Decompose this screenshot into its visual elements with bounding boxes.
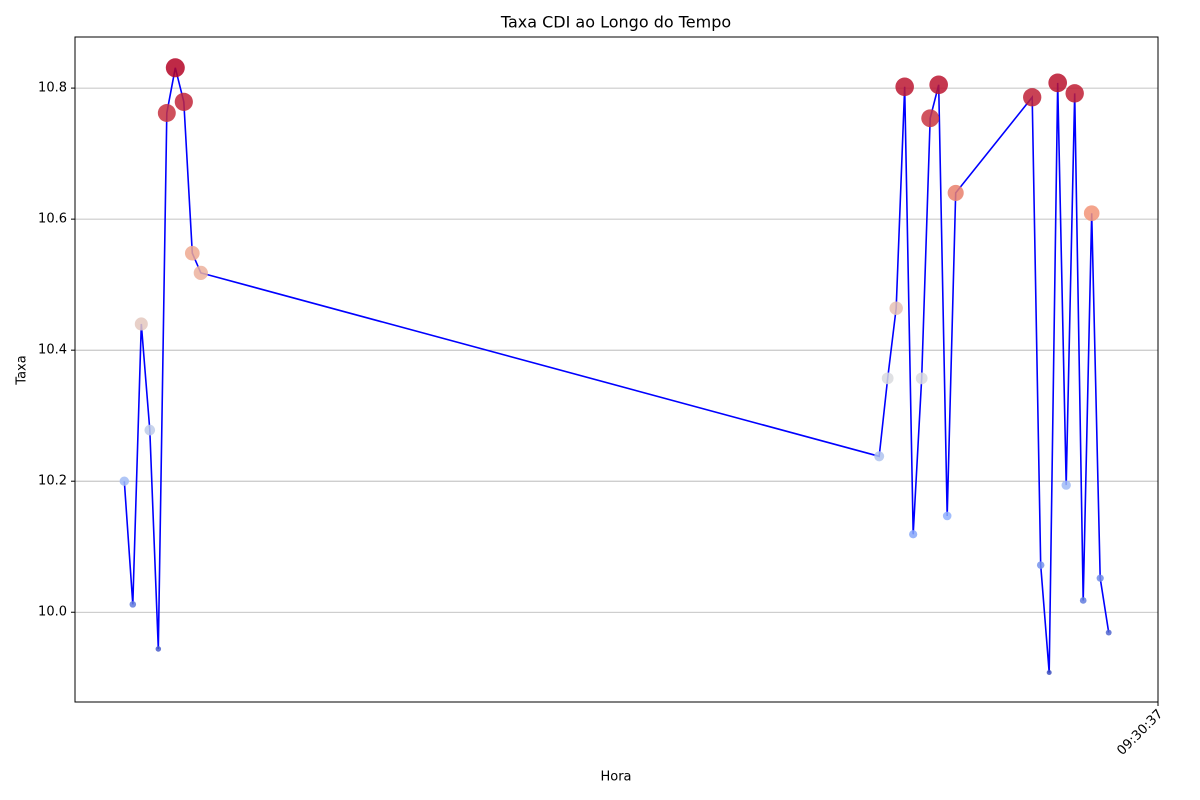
point bbox=[915, 372, 928, 385]
chart-title: Taxa CDI ao Longo do Tempo bbox=[500, 13, 731, 32]
point bbox=[921, 109, 940, 128]
point bbox=[155, 646, 162, 652]
x-axis-label: Hora bbox=[600, 770, 631, 785]
y-tick-label: 10.0 bbox=[38, 605, 67, 620]
point bbox=[929, 75, 948, 95]
y-tick-label: 10.6 bbox=[38, 212, 67, 227]
point bbox=[184, 245, 200, 261]
x-tick-label: 09:30:37 bbox=[1114, 707, 1166, 759]
point bbox=[174, 92, 193, 111]
point bbox=[909, 530, 918, 539]
point bbox=[947, 184, 964, 201]
point bbox=[881, 372, 894, 385]
point bbox=[119, 476, 130, 486]
y-tick-label: 10.2 bbox=[38, 474, 67, 489]
y-tick-label: 10.4 bbox=[38, 343, 67, 358]
point bbox=[165, 58, 185, 78]
point bbox=[1079, 597, 1087, 604]
point bbox=[1061, 480, 1071, 490]
y-axis-label: Taxa bbox=[15, 355, 30, 385]
point bbox=[942, 511, 952, 521]
point bbox=[144, 424, 156, 436]
point bbox=[1096, 574, 1104, 582]
point bbox=[889, 301, 903, 315]
point bbox=[895, 77, 914, 97]
point bbox=[1105, 629, 1112, 636]
point bbox=[1036, 561, 1045, 569]
point bbox=[157, 104, 176, 122]
point bbox=[1048, 73, 1068, 93]
point bbox=[1083, 205, 1100, 222]
point bbox=[1046, 670, 1052, 676]
y-tick-label: 10.8 bbox=[38, 81, 67, 96]
point bbox=[1023, 88, 1042, 107]
plot-frame bbox=[74, 36, 1159, 703]
point bbox=[129, 601, 137, 608]
point bbox=[193, 265, 208, 280]
point bbox=[134, 317, 148, 331]
line bbox=[123, 67, 1110, 673]
point bbox=[1065, 84, 1084, 103]
point bbox=[874, 451, 885, 462]
